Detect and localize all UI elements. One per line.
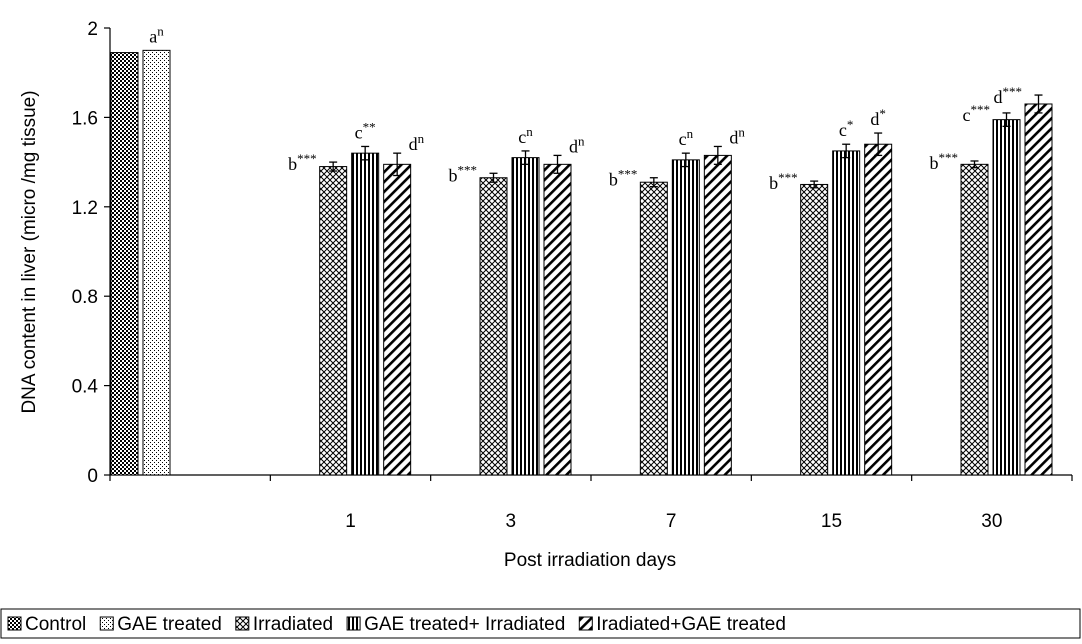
bar bbox=[800, 183, 829, 476]
legend-label: GAE treated bbox=[117, 614, 222, 635]
significance-label: dn bbox=[409, 131, 425, 154]
bar bbox=[511, 157, 540, 476]
x-tick-label: 7 bbox=[666, 511, 677, 532]
y-tick-label: 0 bbox=[87, 466, 98, 487]
bar bbox=[319, 166, 348, 476]
significance-labels: an b*** c** dn b*** cn dn b*** cn dn b*** c* d* b*** c… bbox=[149, 23, 1022, 193]
error-bar bbox=[970, 160, 979, 169]
legend-item: GAE treated+ Irradiated bbox=[346, 614, 565, 635]
legend-swatch bbox=[7, 616, 22, 631]
error-bar bbox=[393, 152, 402, 177]
y-tick-label: 1.2 bbox=[72, 198, 98, 219]
legend-label: Control bbox=[25, 614, 86, 635]
legend-item: Iradiated+GAE treated bbox=[578, 614, 786, 635]
y-tick-label: 0.8 bbox=[72, 287, 98, 308]
significance-label: c*** bbox=[963, 102, 991, 125]
error-bar bbox=[521, 150, 530, 165]
significance-label: cn bbox=[518, 124, 533, 147]
bar bbox=[543, 163, 572, 476]
error-bar bbox=[489, 172, 498, 183]
significance-label: b*** bbox=[930, 150, 959, 173]
bar bbox=[832, 150, 861, 476]
significance-label: cn bbox=[679, 126, 694, 149]
x-ticks: 1 3 7 15 30 bbox=[109, 475, 1073, 532]
x-tick-label: 30 bbox=[981, 511, 1002, 532]
significance-label: c** bbox=[355, 119, 376, 142]
bar bbox=[639, 181, 668, 476]
y-ticks: 0 0.4 0.8 1.2 1.6 2 bbox=[72, 19, 110, 487]
legend: Control GAE treated Irradiated GAE treated+… bbox=[7, 614, 786, 635]
error-bar bbox=[553, 154, 562, 174]
x-tick-label: 15 bbox=[821, 511, 842, 532]
error-bar bbox=[681, 152, 690, 168]
x-tick-label: 3 bbox=[506, 511, 517, 532]
significance-label: dn bbox=[569, 133, 585, 156]
error-bar bbox=[713, 145, 722, 165]
error-bar bbox=[874, 132, 883, 157]
error-bar bbox=[361, 145, 370, 161]
error-bar bbox=[649, 177, 658, 188]
error-bar bbox=[1034, 94, 1043, 114]
legend-label: Irradiated bbox=[253, 614, 333, 635]
legend-item: Irradiated bbox=[235, 614, 333, 635]
significance-label: b*** bbox=[769, 170, 798, 193]
error-bar bbox=[1002, 112, 1011, 127]
legend-item: Control bbox=[7, 614, 86, 635]
legend-swatch bbox=[99, 616, 114, 631]
legend-swatch bbox=[578, 616, 593, 631]
significance-label: an bbox=[149, 23, 164, 46]
x-axis-label: Post irradiation days bbox=[504, 550, 676, 571]
significance-label: b*** bbox=[609, 167, 638, 190]
bar bbox=[671, 159, 700, 476]
significance-label: dn bbox=[729, 124, 745, 147]
bar bbox=[351, 152, 380, 476]
error-bar bbox=[329, 161, 338, 172]
y-tick-label: 0.4 bbox=[72, 377, 99, 398]
bar bbox=[1024, 103, 1053, 476]
significance-label: d* bbox=[870, 106, 886, 129]
legend-label: Iradiated+GAE treated bbox=[596, 614, 786, 635]
bar bbox=[864, 143, 893, 476]
x-tick-label: 1 bbox=[345, 511, 356, 532]
error-bar bbox=[842, 143, 851, 159]
y-tick-label: 1.6 bbox=[72, 108, 98, 129]
legend-item: GAE treated bbox=[99, 614, 222, 635]
bar bbox=[479, 177, 508, 476]
significance-label: d*** bbox=[994, 84, 1023, 107]
bars bbox=[110, 49, 1053, 476]
legend-swatch bbox=[346, 616, 361, 631]
bar bbox=[960, 163, 989, 476]
error-bar bbox=[810, 180, 819, 189]
bar bbox=[992, 119, 1021, 476]
y-tick-label: 2 bbox=[87, 19, 98, 40]
bar bbox=[383, 163, 412, 476]
y-axis-label: DNA content in liver (micro /mg tissue) bbox=[19, 90, 40, 413]
legend-swatch bbox=[235, 616, 250, 631]
bar bbox=[110, 52, 139, 476]
significance-label: b*** bbox=[449, 162, 478, 185]
legend-label: GAE treated+ Irradiated bbox=[364, 614, 565, 635]
bar bbox=[703, 154, 732, 476]
bar bbox=[142, 49, 171, 476]
legend-box bbox=[0, 608, 1081, 639]
significance-label: b*** bbox=[288, 151, 317, 174]
significance-label: c* bbox=[839, 117, 854, 140]
